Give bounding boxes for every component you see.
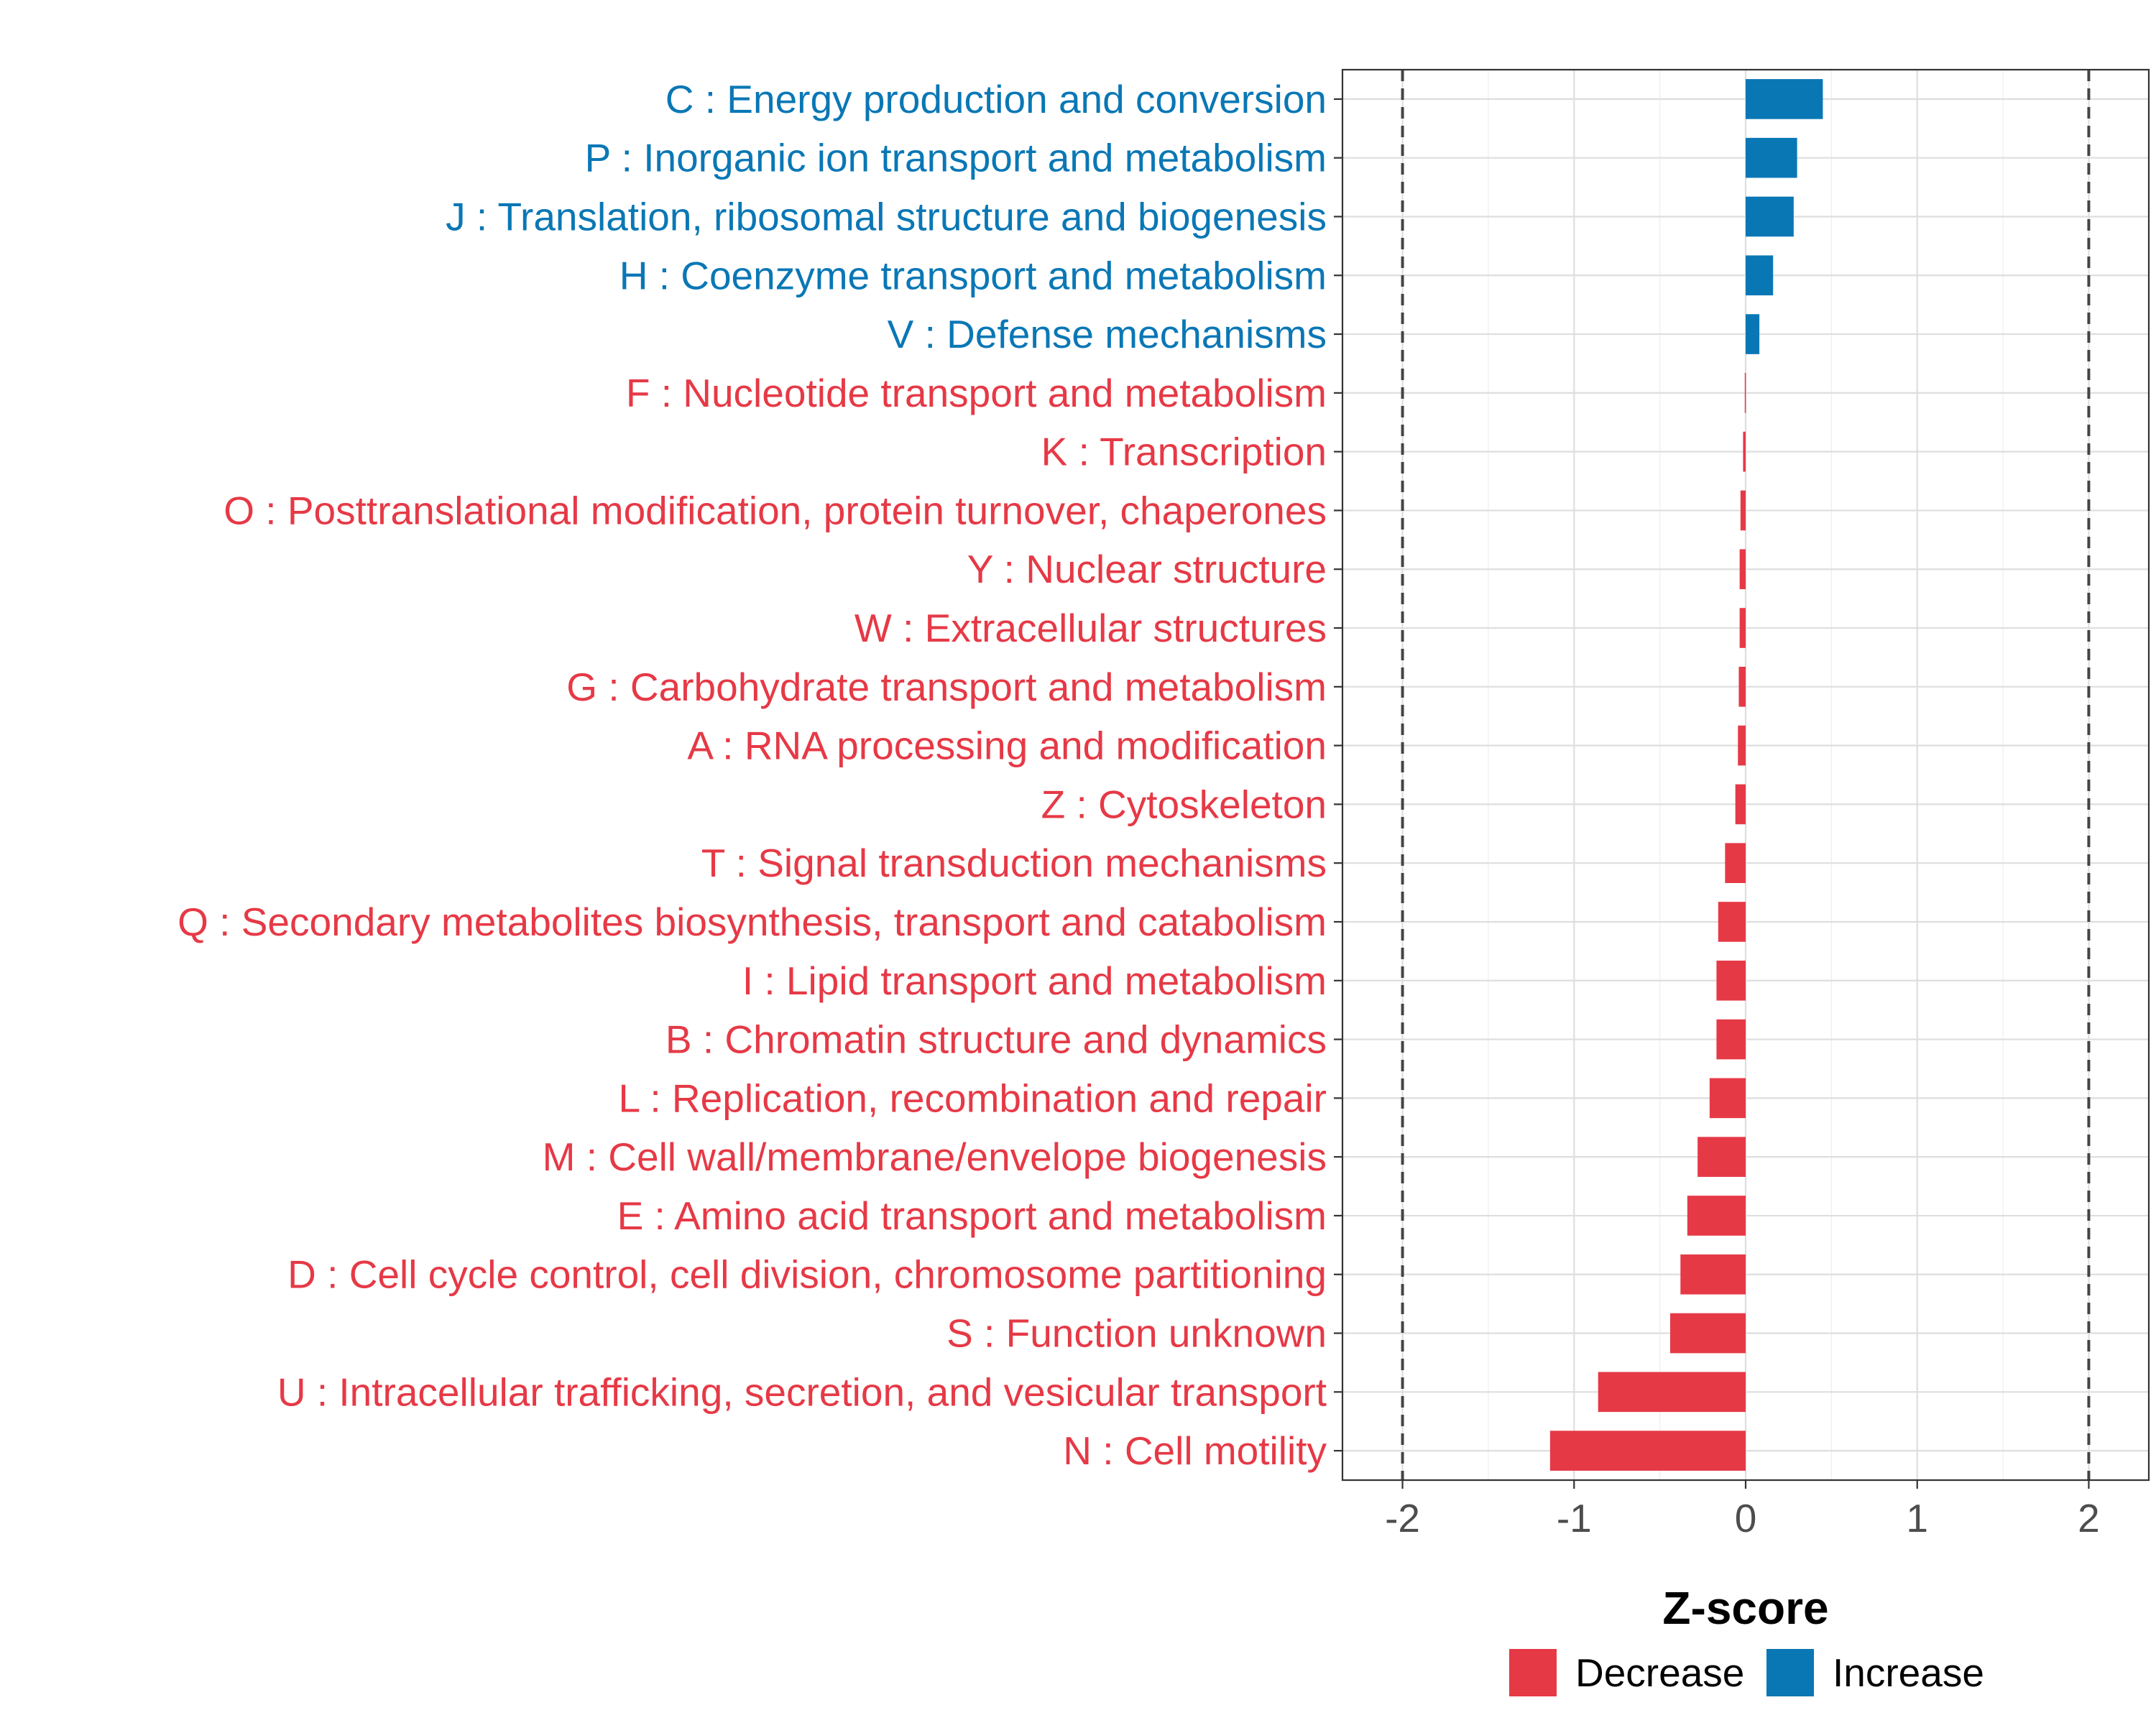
legend-label: Decrease xyxy=(1575,1650,1744,1695)
bar xyxy=(1744,373,1746,413)
y-tick-label: P : Inorganic ion transport and metaboli… xyxy=(585,136,1327,180)
y-tick-label: B : Chromatin structure and dynamics xyxy=(665,1017,1327,1062)
legend-key xyxy=(1766,1649,1814,1696)
bar xyxy=(1716,1019,1746,1060)
bar xyxy=(1738,725,1746,766)
bar xyxy=(1716,960,1746,1001)
y-tick-label: E : Amino acid transport and metabolism xyxy=(617,1193,1327,1238)
bar xyxy=(1718,902,1746,942)
bar xyxy=(1740,490,1746,531)
y-tick-label: F : Nucleotide transport and metabolism xyxy=(626,371,1327,415)
bar xyxy=(1746,255,1774,296)
x-axis-ticks: -2 -1 0 1 2 xyxy=(1385,1480,2100,1540)
bar xyxy=(1738,667,1746,707)
y-tick-label: K : Transcription xyxy=(1041,430,1327,474)
y-tick-label: J : Translation, ribosomal structure and… xyxy=(446,194,1327,239)
y-tick-label: O : Posttranslational modification, prot… xyxy=(224,488,1327,532)
bar xyxy=(1743,431,1746,472)
x-tick-label: 0 xyxy=(1735,1496,1757,1540)
y-tick-label: S : Function unknown xyxy=(946,1311,1327,1356)
y-tick-label: M : Cell wall/membrane/envelope biogenes… xyxy=(543,1135,1327,1179)
x-tick-label: 1 xyxy=(1906,1496,1928,1540)
bar xyxy=(1725,843,1746,883)
y-axis-ticks xyxy=(1334,98,1342,1452)
y-tick-label: W : Extracellular structures xyxy=(854,606,1327,650)
reference-lines xyxy=(1401,70,2091,1480)
y-tick-label: Y : Nuclear structure xyxy=(967,547,1327,591)
bar xyxy=(1687,1196,1746,1236)
bar xyxy=(1598,1372,1746,1413)
bar xyxy=(1746,314,1760,354)
y-tick-label: V : Defense mechanisms xyxy=(888,312,1327,356)
bar xyxy=(1739,549,1746,590)
x-tick-label: -2 xyxy=(1385,1496,1420,1540)
bar xyxy=(1746,137,1797,178)
bar xyxy=(1746,79,1823,119)
legend: Decrease Increase xyxy=(1509,1649,1984,1696)
legend-key xyxy=(1509,1649,1557,1696)
y-tick-label: U : Intracellular trafficking, secretion… xyxy=(277,1369,1327,1414)
bar xyxy=(1735,784,1746,825)
bar xyxy=(1669,1313,1746,1354)
x-tick-label: 2 xyxy=(2078,1496,2100,1540)
y-tick-label: N : Cell motility xyxy=(1063,1428,1327,1473)
y-tick-label: G : Carbohydrate transport and metabolis… xyxy=(566,665,1327,709)
y-tick-label: T : Signal transduction mechanisms xyxy=(701,841,1327,885)
bar xyxy=(1709,1078,1746,1119)
bar xyxy=(1739,608,1746,648)
x-tick-label: -1 xyxy=(1557,1496,1592,1540)
y-tick-label: A : RNA processing and modification xyxy=(687,724,1327,768)
x-axis-title: Z-score xyxy=(1662,1582,1828,1634)
bar xyxy=(1746,196,1794,237)
y-tick-label: Z : Cytoskeleton xyxy=(1041,782,1327,826)
bar xyxy=(1697,1137,1746,1177)
y-tick-label: D : Cell cycle control, cell division, c… xyxy=(287,1252,1327,1297)
legend-label: Increase xyxy=(1833,1650,1984,1695)
y-tick-label: C : Energy production and conversion xyxy=(665,77,1327,121)
y-axis-labels: C : Energy production and conversion P : … xyxy=(178,77,1327,1473)
y-tick-label: I : Lipid transport and metabolism xyxy=(742,958,1327,1003)
y-tick-label: H : Coenzyme transport and metabolism xyxy=(619,253,1327,297)
y-tick-label: L : Replication, recombination and repai… xyxy=(619,1076,1327,1120)
bar xyxy=(1549,1431,1746,1471)
bar xyxy=(1680,1254,1746,1295)
y-tick-label: Q : Secondary metabolites biosynthesis, … xyxy=(178,900,1327,944)
bars xyxy=(1549,79,1823,1471)
